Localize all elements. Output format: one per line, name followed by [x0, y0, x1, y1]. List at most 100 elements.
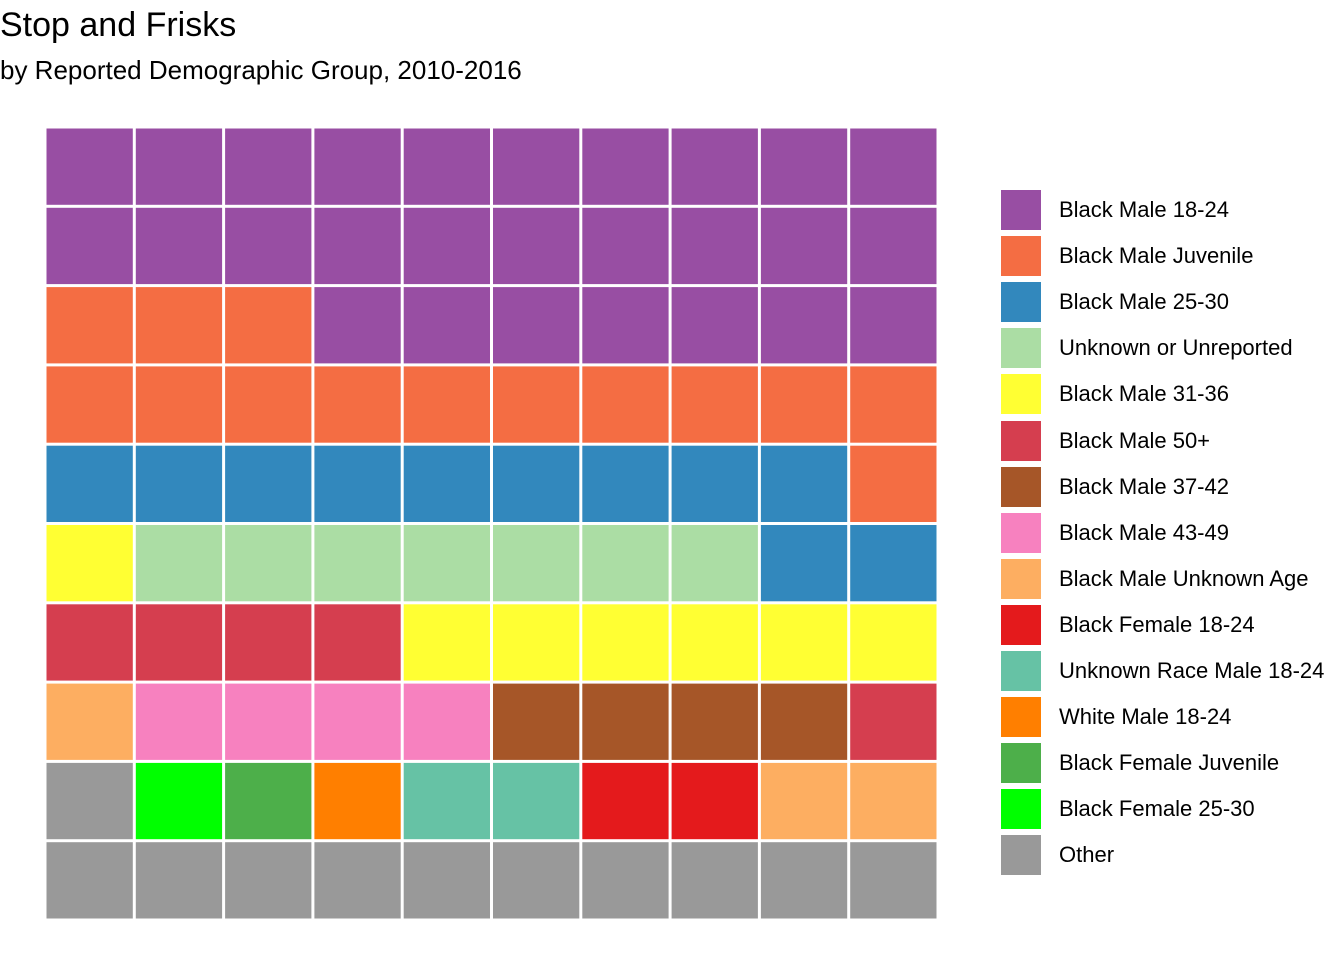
waffle-cell: [493, 762, 580, 840]
waffle-cell: [760, 762, 848, 840]
waffle-cell: [46, 762, 133, 840]
waffle-cell: [403, 128, 490, 205]
waffle-cell: [46, 842, 133, 919]
waffle-cell: [582, 525, 669, 602]
waffle-cell: [671, 128, 758, 205]
waffle-cell: [46, 525, 133, 602]
waffle-cell: [493, 525, 580, 602]
waffle-cell: [760, 366, 848, 443]
waffle-cell: [582, 683, 669, 760]
legend-swatch: [1001, 558, 1041, 599]
legend-item: White Male 18-24: [1001, 694, 1324, 740]
waffle-cell: [493, 683, 580, 760]
legend-swatch: [1001, 835, 1041, 876]
waffle-cell: [850, 604, 937, 681]
waffle-cell: [403, 207, 490, 285]
legend-label: Black Male 18-24: [1059, 197, 1229, 223]
waffle-cell: [850, 128, 937, 205]
chart-subtitle: by Reported Demographic Group, 2010-2016: [0, 55, 522, 85]
waffle-cell: [135, 842, 223, 919]
legend-label: Black Male 50+: [1059, 427, 1211, 453]
waffle-cell: [671, 445, 758, 522]
waffle-cell: [403, 445, 490, 522]
waffle-cell: [582, 604, 669, 681]
waffle-cell: [46, 445, 133, 522]
waffle-cell: [403, 287, 490, 364]
legend-item: Black Male 43-49: [1001, 510, 1324, 556]
legend-swatch: [1001, 466, 1041, 507]
waffle-cell: [225, 445, 312, 522]
legend-item: Black Male Juvenile: [1001, 233, 1324, 279]
legend-item: Unknown Race Male 18-24: [1001, 648, 1324, 694]
legend-item: Black Male Unknown Age: [1001, 556, 1324, 602]
legend-swatch: [1001, 190, 1041, 231]
waffle-cell: [671, 683, 758, 760]
legend-swatch: [1001, 236, 1041, 277]
legend-label: Black Male 25-30: [1059, 289, 1229, 315]
waffle-cell: [46, 683, 133, 760]
legend-label: Black Male 37-42: [1059, 473, 1229, 499]
waffle-cell: [314, 683, 401, 760]
legend-item: Black Male 50+: [1001, 417, 1324, 463]
waffle-cell: [493, 207, 580, 285]
legend-item: Black Male 37-42: [1001, 464, 1324, 510]
waffle-cell: [225, 525, 312, 602]
legend-item: Black Male 25-30: [1001, 279, 1324, 325]
waffle-cell: [403, 525, 490, 602]
waffle-cell: [135, 683, 223, 760]
waffle-cell: [135, 604, 223, 681]
waffle-cell: [850, 525, 937, 602]
waffle-cell: [225, 604, 312, 681]
waffle-cell: [493, 842, 580, 919]
waffle-cell: [135, 445, 223, 522]
legend-item: Black Male 18-24: [1001, 187, 1324, 233]
waffle-cell: [582, 762, 669, 840]
waffle-cell: [403, 366, 490, 443]
legend-swatch: [1001, 743, 1041, 784]
waffle-cell: [850, 762, 937, 840]
waffle-cell: [314, 525, 401, 602]
waffle-cell: [135, 207, 223, 285]
waffle-cell: [225, 128, 312, 205]
legend-item: Black Female 25-30: [1001, 786, 1324, 832]
waffle-cell: [582, 366, 669, 443]
waffle-cell: [850, 842, 937, 919]
waffle-cell: [582, 128, 669, 205]
legend-label: Black Male 43-49: [1059, 519, 1229, 545]
waffle-cell: [671, 366, 758, 443]
waffle-cell: [225, 683, 312, 760]
waffle-cell: [314, 128, 401, 205]
waffle-cell: [135, 762, 223, 840]
waffle-cell: [850, 366, 937, 443]
waffle-cell: [46, 128, 133, 205]
waffle-cell: [225, 287, 312, 364]
waffle-cell: [225, 207, 312, 285]
waffle-cell: [403, 604, 490, 681]
waffle-cell: [671, 207, 758, 285]
waffle-cell: [314, 762, 401, 840]
waffle-cell: [493, 604, 580, 681]
legend-label: Unknown Race Male 18-24: [1059, 657, 1325, 683]
waffle-cell: [760, 842, 848, 919]
legend-swatch: [1001, 328, 1041, 369]
legend-swatch: [1001, 789, 1041, 830]
waffle-cell: [760, 683, 848, 760]
waffle-cell: [314, 287, 401, 364]
waffle-cell: [403, 683, 490, 760]
waffle-cell: [403, 842, 490, 919]
legend-swatch: [1001, 374, 1041, 415]
waffle-cell: [314, 842, 401, 919]
legend-label: White Male 18-24: [1059, 704, 1232, 730]
chart-title: Stop and Frisks: [0, 6, 237, 44]
legend-label: Black Male 31-36: [1059, 381, 1229, 407]
waffle-cell: [46, 287, 133, 364]
legend-item: Black Female 18-24: [1001, 602, 1324, 648]
waffle-cell: [135, 525, 223, 602]
legend-item: Other: [1001, 832, 1324, 878]
waffle-cell: [671, 287, 758, 364]
waffle-cell: [850, 207, 937, 285]
waffle-cell: [582, 207, 669, 285]
legend-item: Black Male 31-36: [1001, 371, 1324, 417]
waffle-cell: [760, 445, 848, 522]
